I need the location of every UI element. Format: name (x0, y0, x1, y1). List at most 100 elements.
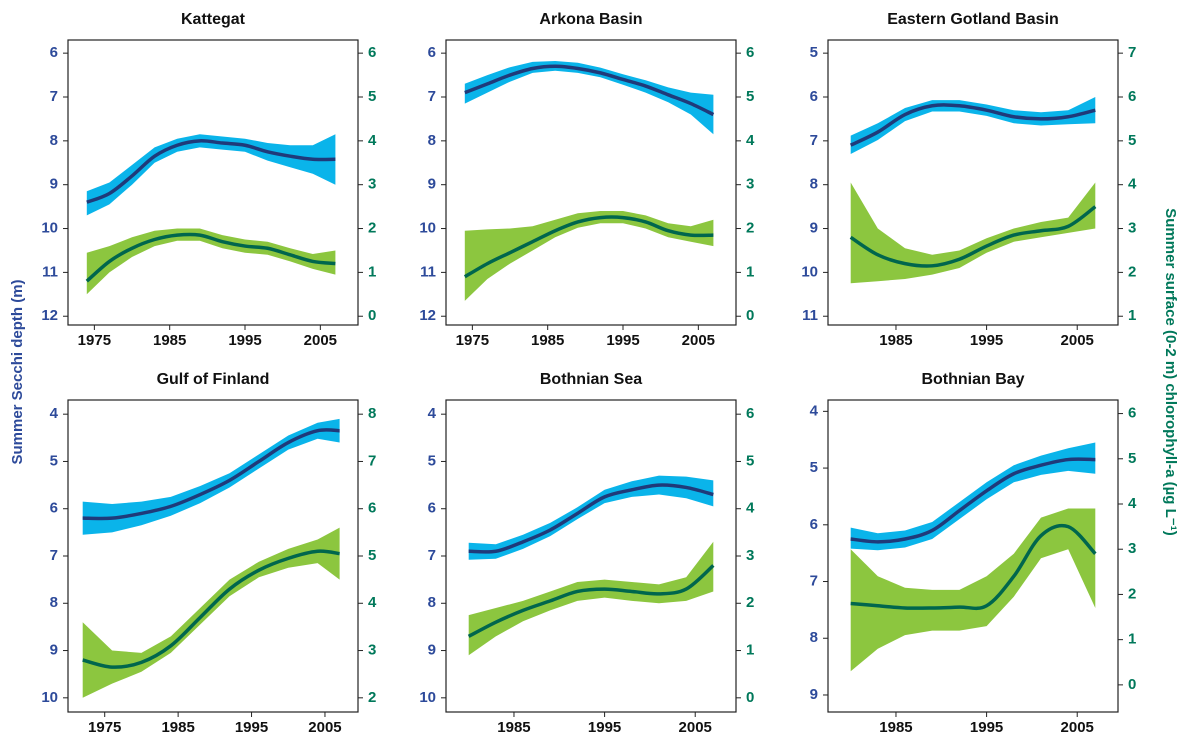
confidence-band (86, 228, 336, 295)
trend-line (468, 483, 714, 554)
panel-title: Bothnian Bay (921, 371, 1024, 388)
y-tick-label: 11 (420, 263, 436, 280)
trend-line (850, 457, 1096, 544)
trend-line (463, 215, 714, 279)
x-tick-label: 1995 (970, 719, 1003, 736)
y-tick-label: 6 (810, 516, 818, 533)
y-tick-label: 7 (50, 88, 58, 105)
plot-frame (445, 39, 737, 326)
plot-frame (67, 39, 359, 326)
y-tick-label: 9 (810, 220, 818, 237)
plot-frame (827, 399, 1119, 713)
x-tick-label: 2005 (308, 719, 341, 736)
y-tick-label: 6 (428, 500, 436, 517)
y2-tick-label: 7 (1128, 44, 1136, 61)
y2-tick-label: 4 (746, 132, 755, 149)
x-tick-label: 1995 (606, 332, 639, 349)
x-tick-label: 2005 (682, 332, 715, 349)
confidence-band (850, 182, 1096, 284)
y2-tick-label: 5 (746, 88, 754, 105)
y2-tick-label: 6 (746, 44, 754, 61)
y2-tick-label: 8 (368, 405, 376, 422)
y-tick-label: 4 (50, 405, 59, 422)
y-tick-label: 7 (428, 88, 436, 105)
confidence-band (464, 61, 714, 135)
y2-tick-label: 4 (1128, 176, 1137, 193)
y-tick-label: 4 (810, 402, 819, 419)
y2-tick-label: 4 (746, 500, 755, 517)
y-tick-label: 5 (428, 452, 436, 469)
panel-title: Gulf of Finland (157, 371, 270, 388)
panel-title: Eastern Gotland Basin (887, 11, 1059, 28)
y2-tick-label: 6 (1128, 88, 1136, 105)
x-tick-label: 1985 (879, 719, 912, 736)
y-tick-label: 7 (810, 132, 818, 149)
y2-tick-label: 0 (368, 307, 376, 324)
trend-line (82, 549, 340, 669)
y2-tick-label: 6 (746, 405, 754, 422)
y2-tick-label: 5 (368, 547, 376, 564)
y-tick-label: 6 (50, 44, 58, 61)
y2-tick-label: 1 (368, 263, 376, 280)
y2-tick-label: 1 (1128, 307, 1136, 324)
y2-tick-label: 5 (746, 452, 754, 469)
y-tick-label: 9 (50, 176, 58, 193)
y-tick-label: 10 (801, 263, 818, 280)
y2-tick-label: 2 (746, 220, 754, 237)
y-tick-label: 7 (50, 547, 58, 564)
trend-line (82, 428, 340, 521)
y-tick-label: 8 (50, 132, 58, 149)
confidence-band (82, 418, 340, 535)
x-tick-label: 1995 (588, 719, 621, 736)
y-tick-label: 10 (419, 689, 436, 706)
confidence-band (468, 541, 714, 656)
x-tick-label: 1975 (456, 332, 489, 349)
trend-line (86, 139, 336, 204)
trend-line (849, 205, 1097, 268)
y2-tick-label: 3 (1128, 220, 1136, 237)
x-tick-label: 1985 (153, 332, 186, 349)
y2-tick-label: 2 (1128, 585, 1136, 602)
confidence-band (850, 508, 1096, 672)
y2-tick-label: 5 (1128, 450, 1136, 467)
x-tick-label: 2005 (304, 332, 337, 349)
y-tick-label: 8 (428, 132, 436, 149)
panel-title: Arkona Basin (539, 11, 642, 28)
y2-tick-label: 3 (368, 176, 376, 193)
x-tick-label: 2005 (679, 719, 712, 736)
y-tick-label: 7 (810, 572, 818, 589)
x-tick-label: 1975 (88, 719, 121, 736)
trend-line (850, 523, 1097, 611)
y2-tick-label: 0 (746, 307, 754, 324)
y2-tick-label: 3 (1128, 540, 1136, 557)
y2-tick-label: 1 (746, 263, 754, 280)
y-tick-label: 7 (428, 547, 436, 564)
x-tick-label: 1985 (879, 332, 912, 349)
y-tick-label: 8 (50, 594, 58, 611)
y-tick-label: 12 (41, 307, 58, 324)
x-tick-label: 2005 (1061, 719, 1094, 736)
y2-tick-label: 7 (368, 452, 376, 469)
plot-frame (827, 39, 1119, 326)
x-tick-label: 1985 (161, 719, 194, 736)
y2-tick-label: 0 (746, 689, 754, 706)
trend-line (85, 232, 336, 283)
y-tick-label: 9 (428, 642, 436, 659)
x-tick-label: 1995 (228, 332, 261, 349)
confidence-band (850, 442, 1096, 551)
y-tick-label: 10 (41, 220, 58, 237)
x-tick-label: 1995 (970, 332, 1003, 349)
y-tick-label: 5 (810, 459, 818, 476)
confidence-band (464, 211, 714, 301)
y-tick-label: 6 (810, 88, 818, 105)
confidence-band (86, 134, 336, 216)
trend-line (849, 103, 1096, 147)
y-tick-label: 9 (428, 176, 436, 193)
y-tick-label: 4 (428, 405, 437, 422)
x-tick-label: 1985 (531, 332, 564, 349)
panel-title: Kattegat (181, 11, 246, 28)
x-tick-label: 1995 (235, 719, 268, 736)
y2-tick-label: 5 (1128, 132, 1136, 149)
y-tick-label: 8 (810, 629, 818, 646)
